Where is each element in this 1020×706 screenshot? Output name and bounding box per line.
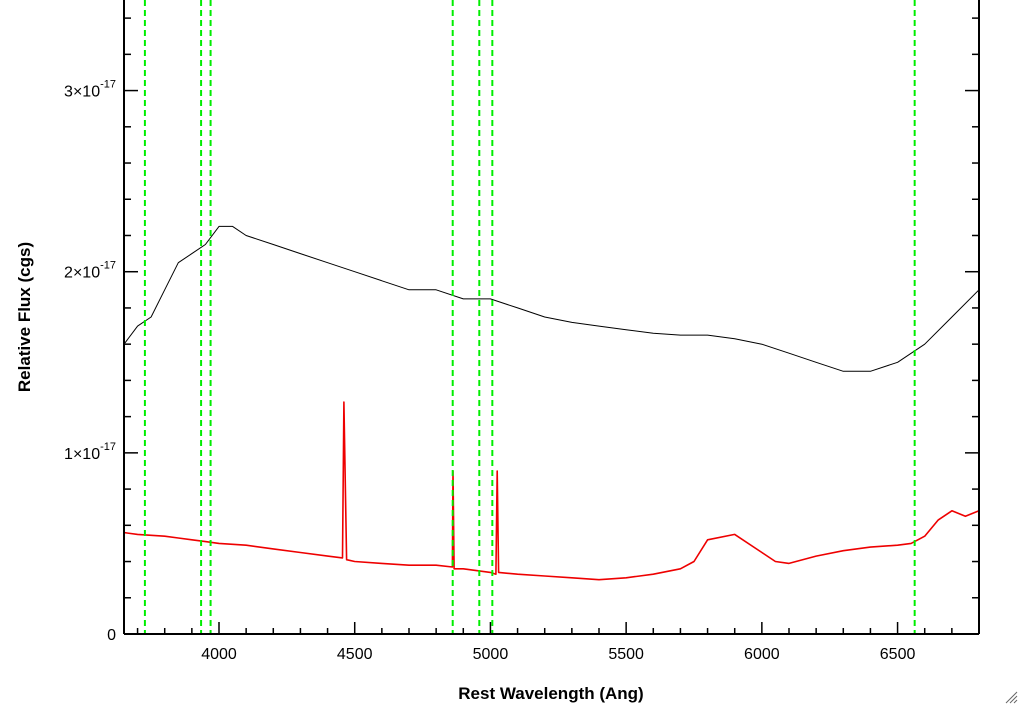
y-tick-label-exponent: -17	[100, 79, 116, 91]
y-tick-label-base: 2×10	[64, 265, 100, 282]
y-tick-label-exponent: -17	[100, 441, 116, 453]
y-tick-label-exponent: -17	[100, 260, 116, 272]
resize-grip-icon[interactable]	[1004, 690, 1018, 704]
y-tick-label-base: 3×10	[64, 84, 100, 101]
y-axis-label: Relative Flux (cgs)	[15, 242, 34, 392]
y-tick-label: 0	[107, 627, 116, 644]
x-tick-label: 6500	[880, 646, 916, 663]
y-tick-label: 1×10-17	[64, 441, 116, 463]
x-tick-label: 4500	[337, 646, 373, 663]
plot-area	[124, 0, 979, 634]
series-line-model-flux	[124, 401, 979, 581]
y-tick-label: 2×10-17	[64, 260, 116, 282]
x-tick-label: 5000	[473, 646, 509, 663]
x-tick-label: 4000	[201, 646, 237, 663]
y-tick-label-base: 1×10	[64, 446, 100, 463]
y-tick-label: 3×10-17	[64, 79, 116, 101]
axes: 4000 4500 5000 5500 6000 650001×10-172×10-173…	[64, 0, 980, 663]
x-tick-label: 6000	[744, 646, 780, 663]
series-line-observed-flux	[124, 225, 979, 372]
x-axis-label: Rest Wavelength (Ang)	[458, 684, 643, 703]
x-tick-label: 5500	[608, 646, 644, 663]
